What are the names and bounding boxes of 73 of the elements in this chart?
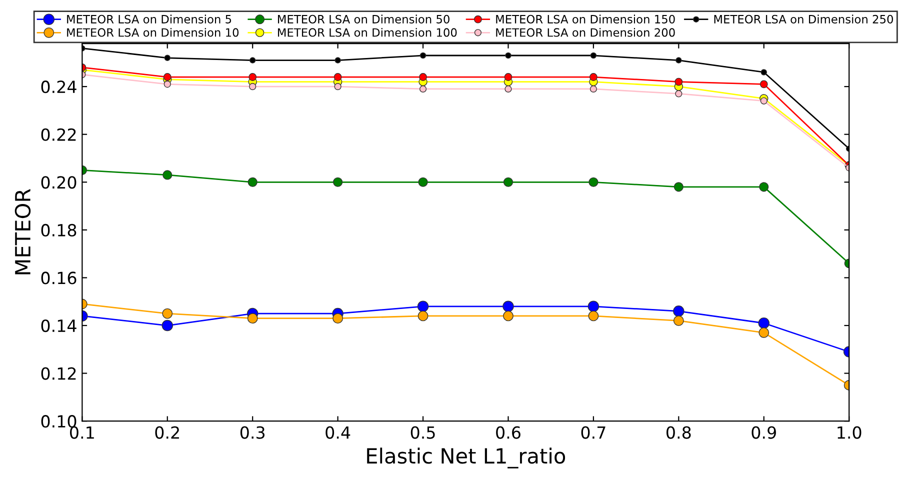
point	[333, 177, 343, 187]
y-tick-label: 0.22	[41, 128, 76, 141]
x-tick-label: 0.5	[410, 426, 435, 439]
point	[420, 52, 426, 59]
point	[758, 327, 770, 338]
point	[673, 316, 684, 326]
point	[164, 80, 171, 88]
point	[590, 52, 597, 59]
point	[418, 177, 428, 187]
point	[162, 170, 172, 180]
point	[249, 57, 256, 64]
point	[502, 300, 514, 312]
point	[504, 73, 512, 81]
point	[503, 177, 514, 187]
point	[760, 69, 768, 76]
x-tick-label: 0.8	[666, 426, 691, 439]
point	[163, 73, 172, 81]
legend-label: METEOR LSA on Dimension 250	[714, 14, 894, 24]
point	[588, 300, 600, 312]
legend-label: METEOR LSA on Dimension 5	[67, 14, 232, 24]
legend-label: METEOR LSA on Dimension 50	[278, 14, 450, 24]
point	[589, 73, 598, 81]
point	[759, 182, 769, 192]
y-axis-title: METEOR	[14, 188, 31, 274]
legend-label: METEOR LSA on Dimension 100	[278, 28, 457, 37]
x-tick-label: 0.3	[240, 426, 265, 439]
point	[588, 177, 598, 187]
x-tick-label: 1.0	[838, 426, 862, 439]
legend-label: METEOR LSA on Dimension 150	[496, 14, 675, 24]
point	[334, 83, 342, 90]
point	[162, 308, 173, 319]
point	[417, 300, 429, 312]
y-tick-label: 0.14	[41, 319, 76, 332]
point	[674, 78, 683, 86]
point	[248, 177, 258, 187]
point	[503, 310, 514, 322]
x-tick-label: 0.2	[155, 426, 179, 439]
point	[164, 54, 171, 62]
point	[758, 317, 770, 329]
point	[249, 83, 256, 90]
point	[247, 313, 258, 324]
y-tick-label: 0.20	[41, 176, 76, 189]
point	[504, 85, 512, 92]
point	[334, 57, 341, 64]
point	[674, 182, 684, 192]
point	[590, 85, 597, 92]
point	[760, 80, 768, 88]
point	[332, 313, 344, 324]
point	[419, 73, 427, 81]
x-tick-label: 0.4	[326, 426, 350, 439]
y-tick-label: 0.16	[41, 272, 76, 284]
point	[419, 85, 427, 92]
y-tick-label: 0.12	[41, 367, 76, 380]
x-tick-label: 0.9	[752, 426, 776, 439]
y-tick-label: 0.18	[41, 224, 76, 236]
point	[418, 310, 428, 322]
point	[588, 310, 599, 322]
y-tick-label: 0.24	[41, 80, 76, 94]
y-tick-label: 0.10	[41, 415, 76, 428]
point	[676, 57, 682, 64]
x-axis-title: Elastic Net L1_ratio	[367, 448, 566, 468]
x-tick-label: 0.6	[496, 426, 520, 439]
legend-label: METEOR LSA on Dimension 200	[496, 28, 675, 37]
legend-label: METEOR LSA on Dimension 10	[67, 28, 239, 37]
x-tick-label: 0.7	[581, 426, 606, 439]
x-tick-label: 0.1	[70, 426, 94, 439]
point	[673, 306, 684, 317]
point	[248, 73, 257, 81]
point	[334, 73, 342, 81]
point	[505, 52, 512, 59]
point	[162, 320, 174, 332]
point	[675, 90, 682, 98]
point	[760, 97, 768, 104]
